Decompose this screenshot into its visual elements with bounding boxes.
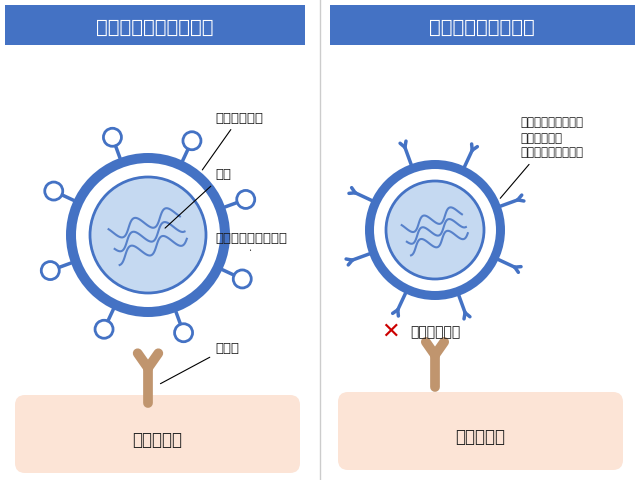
Text: ✕: ✕ — [381, 322, 399, 342]
Circle shape — [233, 270, 252, 288]
Circle shape — [66, 153, 230, 317]
Circle shape — [237, 191, 255, 208]
Circle shape — [41, 262, 60, 279]
Text: スパイクタンパク質: スパイクタンパク質 — [215, 231, 287, 250]
Text: ヒトの細胞: ヒトの細胞 — [132, 431, 182, 449]
Text: ヒトの細胞: ヒトの細胞 — [455, 428, 505, 446]
Circle shape — [90, 177, 206, 293]
FancyBboxPatch shape — [15, 395, 300, 473]
Text: エンベロープ: エンベロープ — [202, 111, 263, 170]
Circle shape — [386, 181, 484, 279]
FancyBboxPatch shape — [338, 392, 623, 470]
Text: ラジカル触媒により
不活性化した
スパイクタンパク質: ラジカル触媒により 不活性化した スパイクタンパク質 — [500, 117, 583, 198]
FancyBboxPatch shape — [5, 5, 305, 45]
Circle shape — [374, 169, 496, 291]
FancyBboxPatch shape — [330, 5, 635, 45]
Circle shape — [365, 160, 505, 300]
Circle shape — [104, 128, 122, 146]
Circle shape — [76, 163, 220, 307]
Text: 結合できない: 結合できない — [410, 325, 460, 339]
Text: 核酸: 核酸 — [165, 168, 231, 228]
Text: ウィルス感染の仕組み: ウィルス感染の仕組み — [96, 17, 214, 36]
Circle shape — [175, 324, 193, 342]
Circle shape — [45, 182, 63, 200]
Text: 受容体: 受容体 — [161, 341, 239, 384]
Text: 結合阵害のイメージ: 結合阵害のイメージ — [429, 17, 535, 36]
Circle shape — [183, 132, 201, 150]
Circle shape — [95, 320, 113, 338]
